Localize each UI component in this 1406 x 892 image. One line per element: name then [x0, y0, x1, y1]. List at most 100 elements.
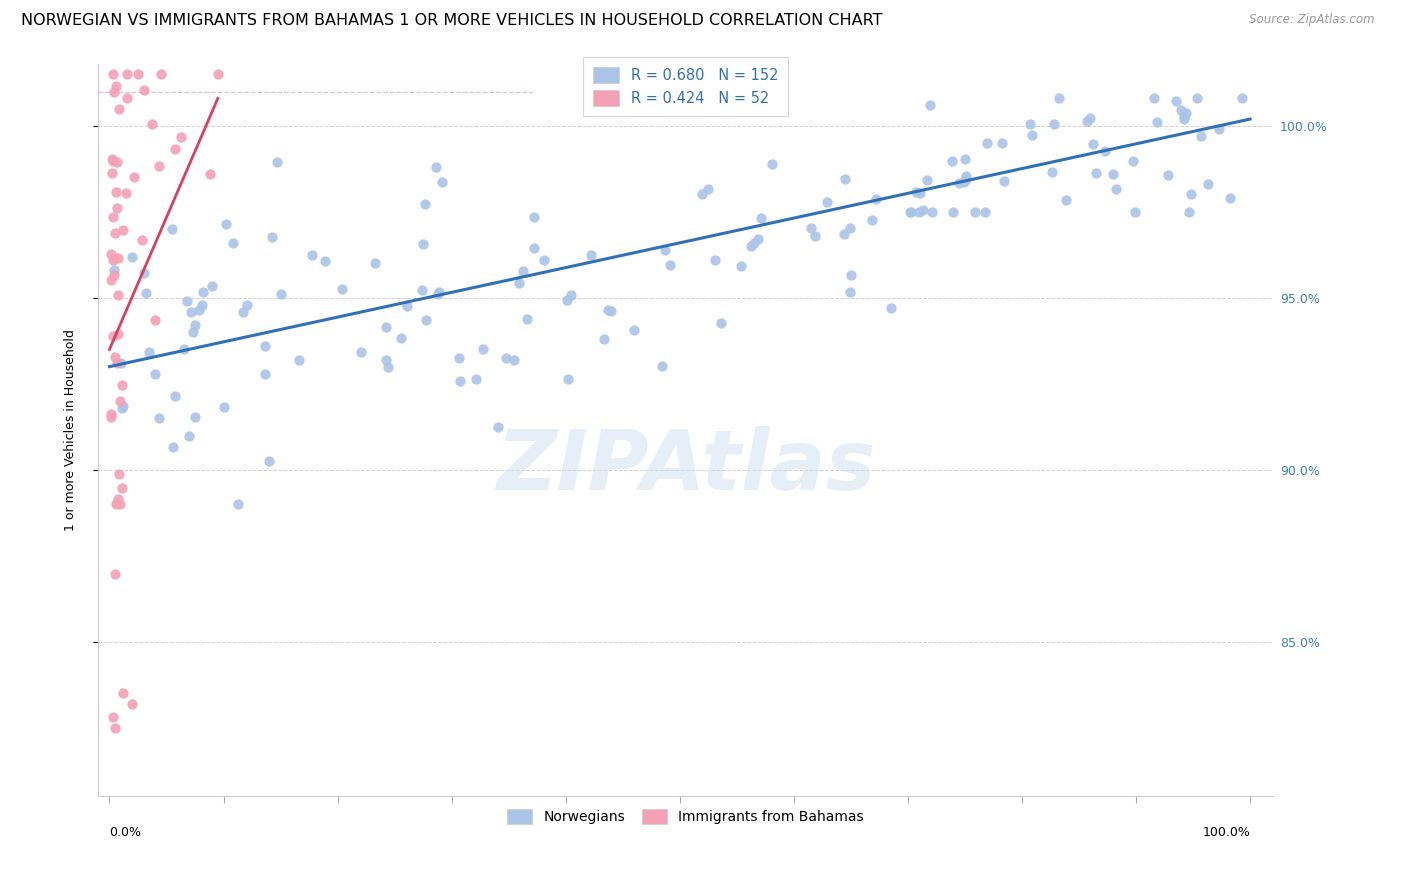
Point — [761, 157, 783, 171]
Point — [862, 212, 884, 227]
Point — [516, 312, 538, 326]
Point — [396, 299, 419, 313]
Point — [704, 252, 727, 267]
Point — [976, 136, 998, 150]
Point — [330, 282, 353, 296]
Point — [486, 420, 509, 434]
Point — [148, 411, 170, 425]
Point — [389, 331, 412, 345]
Point — [138, 345, 160, 359]
Point — [557, 372, 579, 386]
Point — [508, 277, 530, 291]
Point — [1170, 103, 1192, 117]
Point — [593, 332, 616, 346]
Point — [179, 429, 201, 443]
Point — [965, 205, 987, 219]
Point — [198, 167, 221, 181]
Point — [839, 268, 862, 282]
Point — [740, 239, 762, 253]
Point — [427, 285, 450, 299]
Point — [1083, 136, 1105, 151]
Point — [953, 175, 976, 189]
Point — [1208, 121, 1230, 136]
Point — [111, 481, 134, 495]
Point — [697, 182, 720, 196]
Point — [103, 263, 125, 277]
Point — [257, 454, 280, 468]
Point — [110, 394, 132, 409]
Point — [226, 496, 249, 510]
Point — [412, 236, 434, 251]
Point — [101, 166, 124, 180]
Point — [512, 264, 534, 278]
Point — [908, 186, 931, 200]
Point — [110, 356, 132, 370]
Point — [865, 192, 887, 206]
Point — [207, 67, 229, 81]
Point — [270, 286, 292, 301]
Point — [596, 303, 619, 318]
Point — [350, 345, 373, 359]
Point — [107, 467, 129, 481]
Point — [1105, 182, 1128, 196]
Point — [1230, 91, 1253, 105]
Point — [101, 154, 124, 169]
Point — [832, 227, 855, 242]
Point — [411, 283, 433, 297]
Point — [941, 153, 963, 168]
Point — [105, 155, 128, 169]
Point — [1076, 114, 1098, 128]
Point — [100, 407, 122, 421]
Point — [948, 176, 970, 190]
Point — [495, 351, 517, 365]
Point — [900, 205, 922, 219]
Point — [375, 319, 398, 334]
Point — [104, 721, 127, 735]
Point — [111, 377, 134, 392]
Point — [301, 248, 323, 262]
Point — [121, 697, 143, 711]
Point — [112, 686, 135, 700]
Point — [375, 352, 398, 367]
Point — [266, 155, 288, 169]
Point — [955, 169, 977, 184]
Point — [107, 326, 129, 341]
Point — [253, 367, 276, 381]
Point — [101, 329, 124, 343]
Point — [141, 117, 163, 131]
Point — [804, 229, 827, 244]
Point — [1125, 205, 1147, 219]
Point — [1164, 94, 1187, 108]
Point — [287, 352, 309, 367]
Point — [658, 258, 681, 272]
Point — [1043, 118, 1066, 132]
Point — [104, 185, 127, 199]
Point — [1094, 145, 1116, 159]
Point — [170, 129, 193, 144]
Point — [1219, 192, 1241, 206]
Point — [135, 285, 157, 300]
Point — [100, 273, 122, 287]
Point — [425, 160, 447, 174]
Text: 100.0%: 100.0% — [1202, 826, 1250, 838]
Point — [104, 566, 127, 581]
Point — [107, 102, 129, 116]
Point — [1178, 205, 1201, 219]
Point — [560, 288, 582, 302]
Point — [121, 251, 143, 265]
Point — [1040, 165, 1063, 179]
Point — [555, 293, 578, 307]
Point — [1054, 193, 1077, 207]
Point — [921, 205, 943, 219]
Point — [1189, 129, 1212, 144]
Point — [815, 194, 838, 209]
Point — [1173, 109, 1195, 123]
Point — [314, 253, 336, 268]
Point — [1180, 186, 1202, 201]
Point — [180, 304, 202, 318]
Text: Source: ZipAtlas.com: Source: ZipAtlas.com — [1250, 13, 1375, 27]
Point — [183, 325, 205, 339]
Point — [165, 142, 187, 156]
Point — [149, 67, 172, 81]
Point — [834, 171, 856, 186]
